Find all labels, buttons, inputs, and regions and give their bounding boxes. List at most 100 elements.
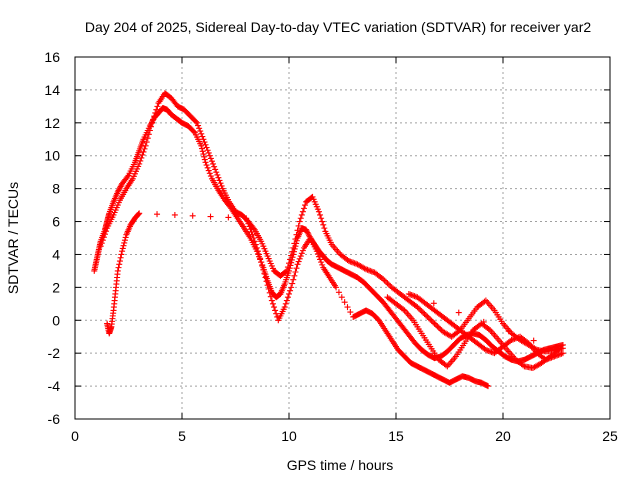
data-point-upper-strand bbox=[294, 227, 301, 234]
data-point-upper-strand bbox=[199, 133, 206, 140]
data-point-late-loops bbox=[455, 309, 462, 316]
chart-title: Day 204 of 2025, Sidereal Day-to-day VTE… bbox=[85, 19, 591, 35]
data-point-upper-strand bbox=[430, 319, 437, 326]
data-point-main-arc bbox=[303, 228, 310, 235]
data-point-lower-strand bbox=[189, 212, 196, 219]
data-point-late-loops bbox=[505, 328, 512, 335]
data-point-upper-strand bbox=[101, 231, 108, 238]
data-point-late-loops bbox=[524, 339, 531, 346]
data-point-upper-strand bbox=[192, 118, 199, 125]
data-point-lower-strand bbox=[225, 214, 232, 221]
data-marks bbox=[91, 90, 566, 390]
data-point-main-arc bbox=[205, 167, 212, 174]
data-point-upper-strand bbox=[200, 136, 207, 143]
data-point-upper-strand bbox=[428, 317, 435, 324]
data-point-upper-strand bbox=[319, 218, 326, 225]
data-point-lower-strand bbox=[254, 248, 261, 255]
data-point-upper-strand bbox=[137, 157, 144, 164]
data-point-lower-strand bbox=[287, 287, 294, 294]
data-point-lower-strand bbox=[286, 290, 292, 297]
data-point-upper-strand bbox=[437, 326, 444, 333]
y-tick-label: 14 bbox=[44, 82, 60, 98]
data-point-lower-strand bbox=[250, 235, 257, 241]
data-point-lower-strand bbox=[344, 304, 351, 311]
data-point-lower-strand bbox=[347, 309, 354, 316]
data-point-lower-strand bbox=[135, 211, 142, 218]
data-point-upper-strand bbox=[210, 160, 217, 167]
x-tick-label: 25 bbox=[602, 428, 618, 444]
data-point-upper-strand bbox=[211, 163, 218, 170]
data-point-upper-strand bbox=[292, 236, 299, 243]
data-point-late-loops bbox=[519, 362, 526, 369]
data-point-lower-strand bbox=[136, 210, 143, 217]
data-point-upper-strand bbox=[97, 243, 104, 250]
data-point-lower-strand bbox=[251, 238, 258, 245]
data-point-upper-strand bbox=[136, 160, 143, 167]
data-point-lower-strand bbox=[485, 383, 492, 390]
data-point-upper-strand bbox=[315, 208, 322, 215]
x-tick-label: 10 bbox=[281, 428, 297, 444]
y-tick-label: 12 bbox=[44, 115, 60, 131]
data-point-upper-strand bbox=[302, 202, 309, 209]
data-point-upper-strand bbox=[284, 264, 291, 271]
data-point-upper-strand bbox=[145, 131, 152, 138]
data-point-upper-strand bbox=[298, 211, 305, 218]
data-point-upper-strand bbox=[204, 147, 211, 154]
data-point-upper-strand bbox=[202, 141, 209, 148]
y-tick-label: 8 bbox=[52, 181, 60, 197]
data-point-main-arc bbox=[190, 128, 197, 135]
data-point-upper-strand bbox=[152, 109, 159, 116]
data-point-upper-strand bbox=[218, 182, 225, 189]
data-point-upper-strand bbox=[417, 306, 424, 313]
data-point-lower-strand bbox=[295, 258, 302, 265]
data-point-upper-strand bbox=[296, 218, 303, 225]
data-point-lower-strand bbox=[121, 239, 128, 246]
x-tick-label: 15 bbox=[388, 428, 404, 444]
data-point-lower-strand bbox=[296, 255, 303, 262]
data-point-upper-strand bbox=[289, 248, 296, 255]
data-point-lower-strand bbox=[298, 250, 305, 257]
plot-frame bbox=[74, 56, 611, 420]
data-point-lower-strand bbox=[265, 286, 272, 293]
data-point-main-arc bbox=[115, 187, 122, 194]
data-point-upper-strand bbox=[138, 154, 145, 161]
data-point-main-arc bbox=[203, 162, 210, 169]
data-point-lower-strand bbox=[260, 266, 267, 273]
data-point-upper-strand bbox=[295, 222, 302, 229]
data-point-lower-strand bbox=[116, 258, 123, 265]
data-point-upper-strand bbox=[250, 225, 257, 232]
data-point-upper-strand bbox=[139, 151, 146, 158]
data-point-upper-strand bbox=[197, 128, 204, 135]
data-point-lower-strand bbox=[335, 289, 342, 296]
data-point-upper-strand bbox=[434, 323, 441, 330]
x-tick-label: 0 bbox=[71, 428, 79, 444]
data-point-lower-strand bbox=[258, 259, 265, 266]
data-point-upper-strand bbox=[383, 278, 390, 285]
data-point-late-loops bbox=[430, 300, 437, 307]
data-point-main-arc bbox=[116, 186, 123, 193]
data-point-upper-strand bbox=[147, 123, 154, 130]
data-point-upper-strand bbox=[287, 256, 294, 263]
data-point-upper-strand bbox=[208, 158, 215, 165]
data-point-lower-strand bbox=[207, 213, 214, 220]
data-point-upper-strand bbox=[418, 308, 425, 315]
data-point-main-arc bbox=[303, 226, 310, 233]
tick-labels: 0 5 10 15 20 25 -6 -4 -2 0 2 4 6 8 10 12 14 16 bbox=[44, 49, 618, 444]
data-point-lower-strand bbox=[262, 274, 269, 281]
data-point-upper-strand bbox=[215, 174, 222, 181]
data-point-upper-strand bbox=[103, 228, 110, 235]
data-point-main-arc bbox=[116, 184, 123, 191]
data-point-upper-strand bbox=[431, 320, 438, 327]
data-point-upper-strand bbox=[146, 127, 153, 134]
data-point-main-arc bbox=[201, 156, 208, 163]
data-point-upper-strand bbox=[435, 324, 442, 331]
axis-ticks bbox=[74, 56, 611, 420]
x-axis-label: GPS time / hours bbox=[287, 457, 394, 473]
data-point-lower-strand bbox=[116, 261, 123, 268]
data-point-lower-strand bbox=[283, 297, 290, 304]
data-point-lower-strand bbox=[264, 282, 271, 289]
data-point-main-arc bbox=[305, 230, 312, 237]
y-tick-label: -4 bbox=[48, 378, 61, 394]
data-point-lower-strand bbox=[244, 217, 251, 224]
